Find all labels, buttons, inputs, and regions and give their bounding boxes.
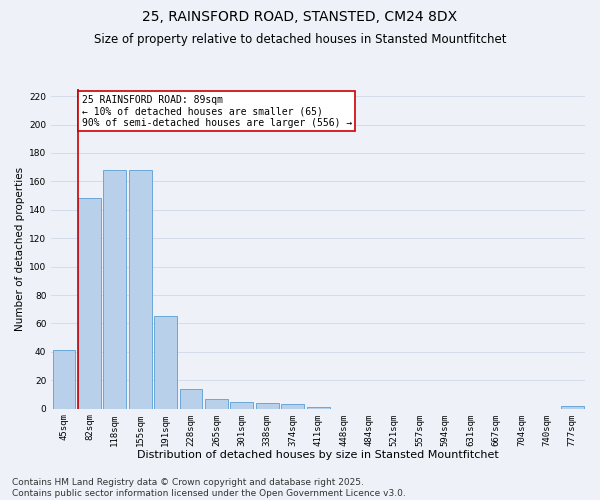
- Text: Size of property relative to detached houses in Stansted Mountfitchet: Size of property relative to detached ho…: [94, 32, 506, 46]
- Bar: [78, 198, 101, 408]
- Bar: [281, 404, 304, 408]
- Text: 25, RAINSFORD ROAD, STANSTED, CM24 8DX: 25, RAINSFORD ROAD, STANSTED, CM24 8DX: [142, 10, 458, 24]
- Bar: [154, 316, 177, 408]
- X-axis label: Distribution of detached houses by size in Stansted Mountfitchet: Distribution of detached houses by size …: [137, 450, 499, 460]
- Text: 25 RAINSFORD ROAD: 89sqm
← 10% of detached houses are smaller (65)
90% of semi-d: 25 RAINSFORD ROAD: 89sqm ← 10% of detach…: [82, 94, 352, 128]
- Y-axis label: Number of detached properties: Number of detached properties: [15, 167, 25, 331]
- Bar: [230, 402, 253, 408]
- Bar: [179, 389, 202, 408]
- Bar: [205, 399, 228, 408]
- Bar: [129, 170, 152, 408]
- Bar: [256, 403, 279, 408]
- Text: Contains HM Land Registry data © Crown copyright and database right 2025.
Contai: Contains HM Land Registry data © Crown c…: [12, 478, 406, 498]
- Bar: [103, 170, 126, 408]
- Bar: [561, 406, 584, 408]
- Bar: [53, 350, 76, 408]
